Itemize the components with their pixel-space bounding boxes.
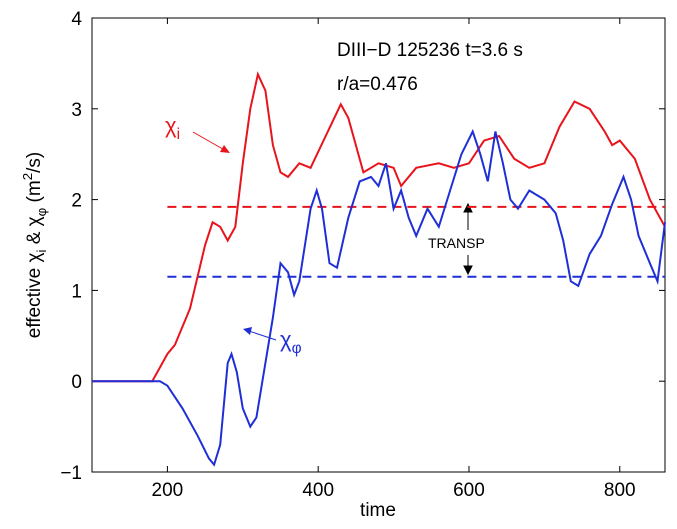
y-tick-label: 2 (71, 191, 82, 212)
x-tick-label: 800 (604, 480, 636, 501)
text-part: 2 (20, 173, 35, 180)
x-tick-label: 400 (302, 480, 334, 501)
annotation: TRANSP (428, 235, 485, 251)
series-label: χφ (280, 327, 302, 357)
y-tick-label: 3 (71, 100, 82, 121)
x-axis-label: time (360, 500, 396, 521)
text-part: φ (292, 340, 302, 357)
annotation: DIII−D 125236 t=3.6 s (337, 40, 523, 61)
y-tick-label: 0 (71, 372, 82, 393)
y-tick-label: 4 (71, 9, 82, 30)
text-part: φ (34, 207, 49, 216)
y-axis-label: effective χi & χφ (m2/s) (20, 152, 49, 338)
series-label: χi (165, 113, 180, 143)
text-part: /s) (24, 152, 45, 173)
annotation: r/a=0.476 (337, 74, 418, 95)
transp-arrows (463, 202, 473, 276)
series-line (92, 71, 666, 383)
text-part: effective χ (24, 253, 45, 339)
text-part: χ (280, 327, 292, 352)
series-arrows (192, 131, 277, 341)
text-part: & χ (24, 216, 45, 249)
plot-frame (91, 17, 666, 473)
text-part: χ (165, 113, 177, 138)
y-tick-label: −1 (60, 463, 82, 484)
y-tick-label: 1 (71, 281, 82, 302)
x-tick-label: 600 (453, 480, 485, 501)
text-part: (m (24, 180, 45, 207)
text-part: i (177, 126, 180, 143)
text-part: i (34, 250, 49, 253)
x-tick-label: 200 (152, 480, 184, 501)
series-line (92, 128, 666, 467)
